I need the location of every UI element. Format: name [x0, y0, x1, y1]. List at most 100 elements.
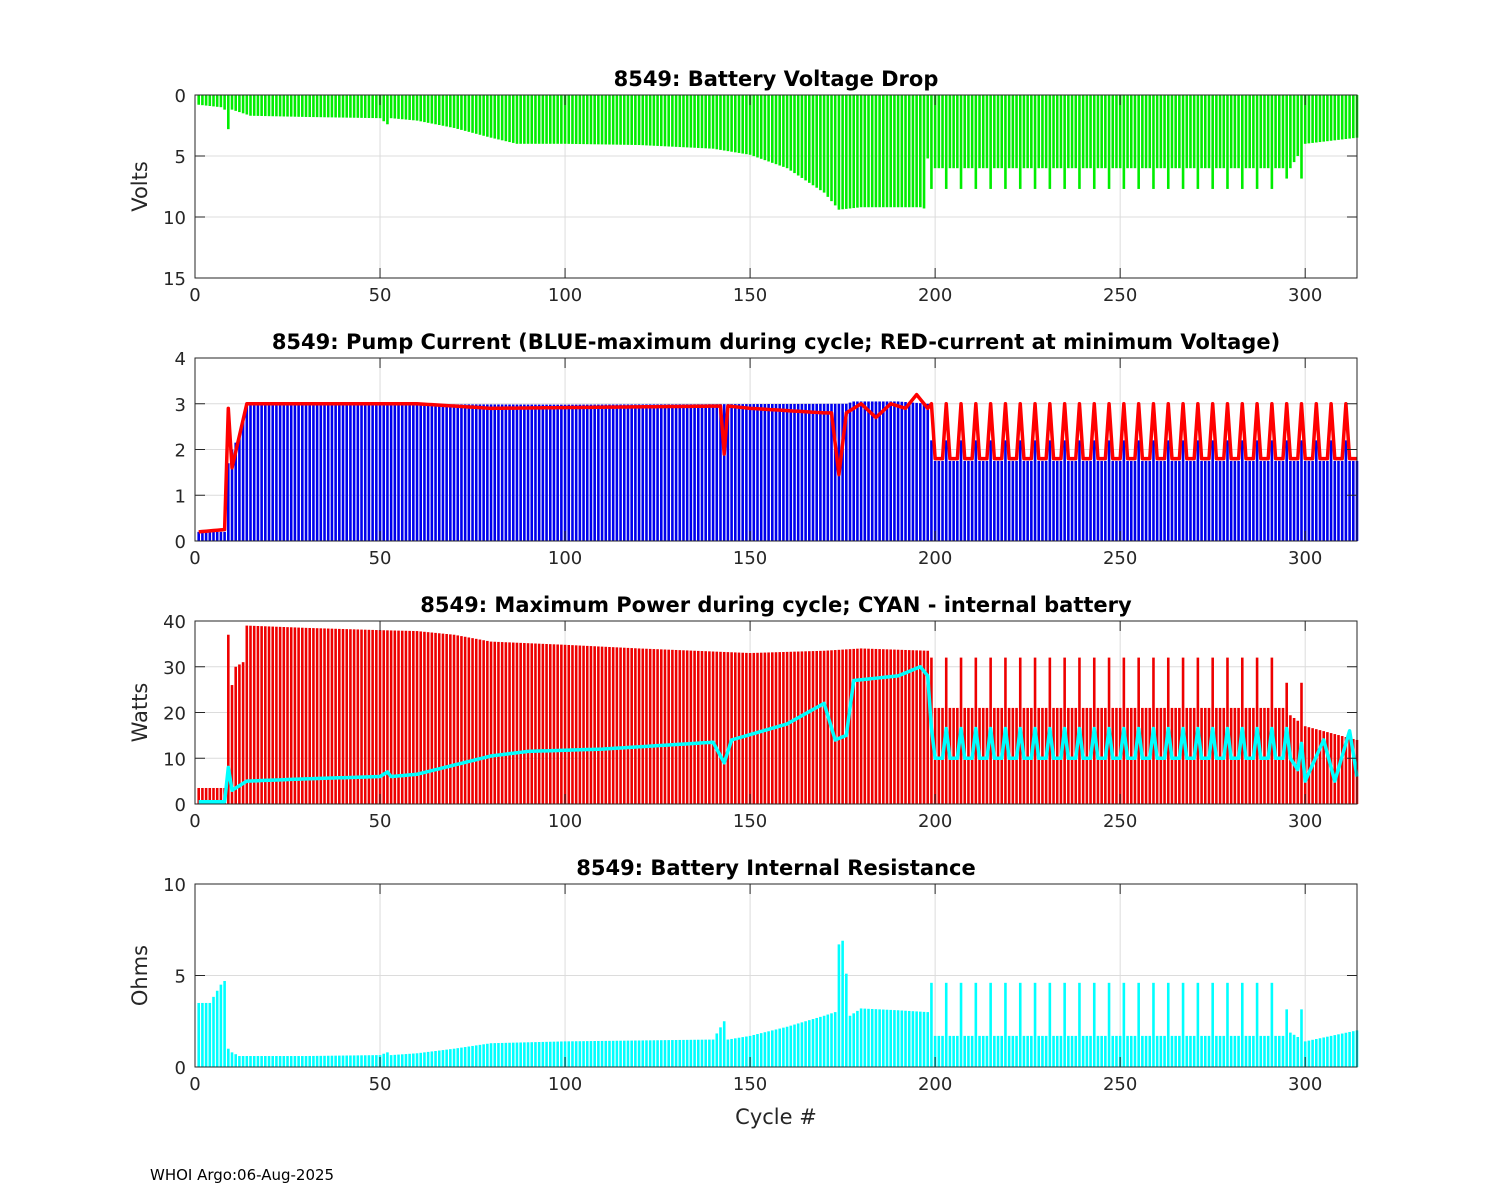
bar — [700, 651, 704, 804]
bar — [1277, 707, 1281, 804]
bar — [1030, 95, 1033, 169]
bar — [249, 95, 252, 116]
bar — [941, 1035, 944, 1067]
bar — [1277, 1035, 1281, 1067]
bar — [1322, 1037, 1325, 1067]
bar — [319, 628, 323, 804]
bar — [715, 95, 719, 150]
bar — [382, 404, 386, 541]
bar — [212, 996, 215, 1067]
chart-resistance: 0 50 100 150 200 250 300 0 5 10 8549: Battery Inte… — [128, 856, 1359, 1095]
bar — [578, 645, 582, 804]
bar — [293, 1056, 297, 1067]
bar — [1104, 1035, 1107, 1067]
bar — [671, 404, 674, 541]
bar — [289, 627, 293, 804]
bar — [1329, 440, 1333, 541]
bar — [400, 95, 404, 120]
bar — [619, 1040, 622, 1067]
bar — [315, 628, 319, 804]
bar — [1000, 95, 1004, 169]
bar — [963, 1035, 967, 1067]
chart-power: 0 50 100 150 200 250 300 0 10 20 30 40 8549: Maximum… — [128, 593, 1359, 832]
bar — [815, 95, 818, 188]
tick-label-x: 150 — [733, 285, 767, 306]
bar — [704, 651, 707, 804]
bar — [1041, 1035, 1044, 1067]
bar — [671, 649, 674, 804]
bar — [667, 404, 670, 541]
bar — [1215, 95, 1218, 169]
bar — [593, 1041, 596, 1067]
bar — [1015, 95, 1018, 169]
bar — [848, 95, 852, 209]
bar — [1174, 707, 1177, 804]
bar — [619, 95, 622, 145]
bar — [719, 1027, 722, 1067]
bar — [863, 95, 867, 208]
bar — [830, 1013, 833, 1067]
bar — [678, 404, 682, 541]
bar — [833, 95, 837, 206]
bar — [537, 1042, 541, 1067]
bar — [497, 641, 500, 804]
bar — [1041, 460, 1044, 541]
bar — [489, 404, 493, 541]
tick-label-x: 150 — [733, 811, 767, 832]
bar — [822, 1015, 826, 1067]
bar — [819, 95, 822, 191]
bar — [1148, 460, 1152, 541]
bar — [323, 403, 326, 541]
bar — [360, 95, 363, 118]
bar — [463, 636, 467, 804]
bar — [822, 650, 826, 804]
bar — [571, 95, 574, 144]
bar — [545, 1041, 548, 1067]
bar — [301, 95, 304, 117]
bar — [981, 95, 985, 169]
bar — [1203, 1035, 1207, 1067]
bar — [471, 404, 474, 541]
bar — [252, 625, 256, 804]
bar — [301, 627, 304, 804]
bar — [719, 95, 722, 150]
bar — [1274, 460, 1277, 541]
bar — [878, 401, 881, 541]
y-axis-label: Ohms — [128, 945, 152, 1006]
bar — [904, 649, 907, 804]
bar — [1170, 1035, 1174, 1067]
bar — [652, 1040, 656, 1067]
bar — [671, 95, 674, 147]
bar — [548, 644, 552, 804]
bar — [1244, 95, 1248, 169]
bar — [408, 1053, 411, 1067]
bar — [415, 95, 419, 121]
bar — [1222, 95, 1226, 169]
bar — [389, 630, 393, 804]
bar — [1022, 95, 1026, 169]
tick-label-x: 300 — [1288, 548, 1322, 569]
bar — [345, 1055, 349, 1067]
bar — [1085, 707, 1089, 804]
bar — [804, 651, 807, 804]
bar — [567, 404, 571, 541]
bar — [882, 1009, 885, 1067]
bar — [808, 1020, 811, 1067]
bar — [363, 95, 367, 118]
bar — [837, 95, 841, 210]
bar — [500, 404, 504, 541]
bar — [463, 95, 467, 131]
bar — [878, 1009, 881, 1067]
bar — [323, 95, 326, 118]
bar — [504, 95, 508, 142]
bar — [689, 650, 693, 804]
bar — [563, 644, 567, 804]
bar — [852, 95, 856, 209]
bar — [1252, 1035, 1255, 1067]
bar — [1137, 440, 1140, 541]
bar — [571, 645, 574, 804]
bar — [1137, 982, 1140, 1067]
bar — [467, 1046, 471, 1067]
bar — [970, 95, 974, 169]
bar — [526, 1042, 530, 1067]
